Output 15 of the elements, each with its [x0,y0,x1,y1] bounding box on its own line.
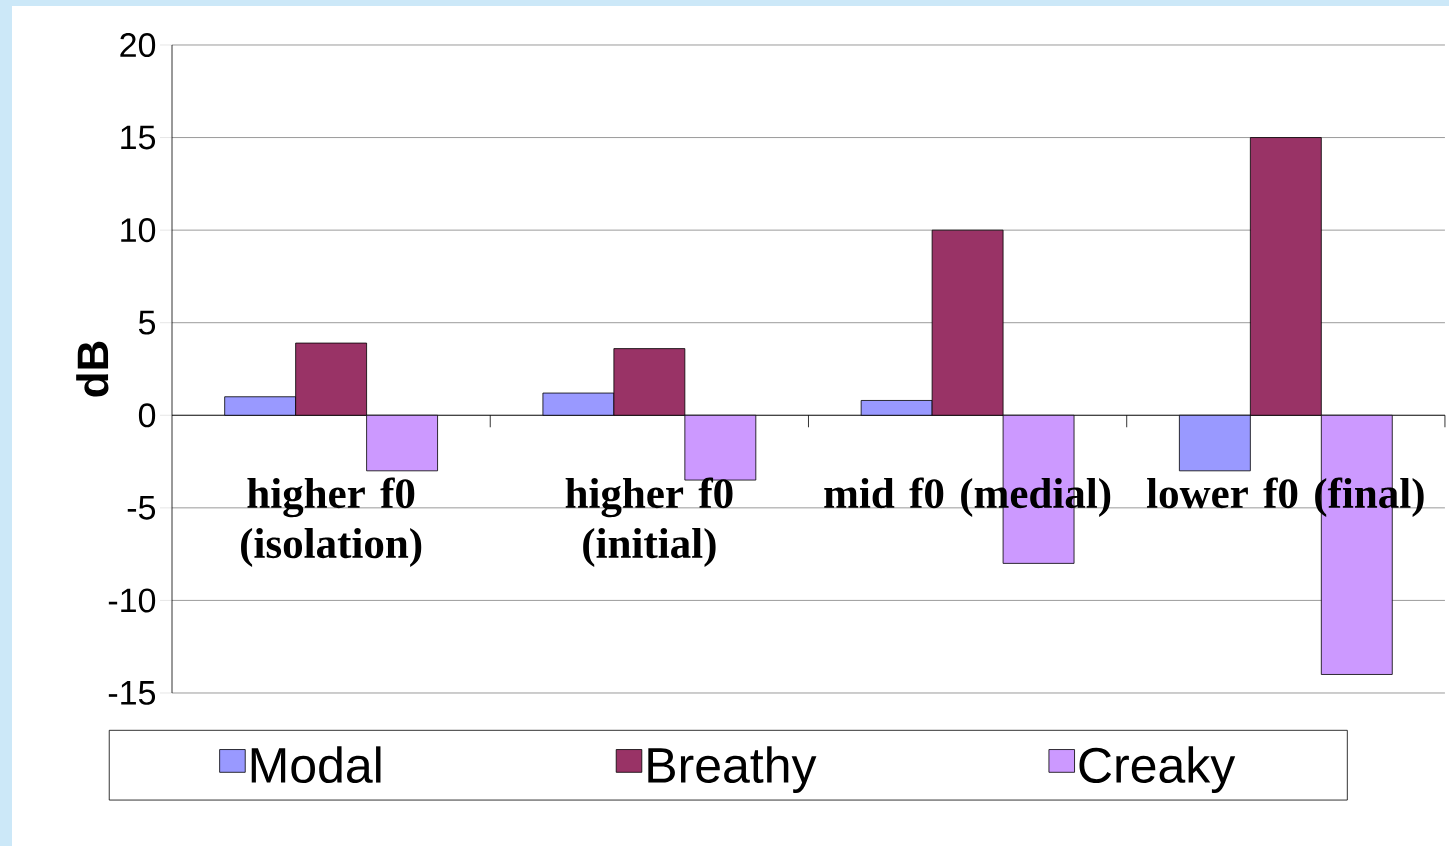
x-tick-label: higher f0 (initial) [565,477,733,567]
y-tick-label: -5 [127,495,156,520]
y-tick-label: -15 [108,681,156,705]
legend-label: Breathy [648,746,817,793]
y-tick-label: -10 [108,588,156,613]
y-tick-label: 20 [120,32,156,58]
y-tick-label: 10 [121,218,156,243]
x-tick-label: higher f0 (isolation) [241,477,422,567]
y-axis-title: dB [76,341,109,397]
y-tick-label: 15 [121,125,156,150]
y-tick-label: 5 [138,310,156,335]
legend-label: Modal [251,746,381,784]
y-tick-label: 0 [138,403,156,428]
x-tick-label: mid f0 (medial) [824,477,1111,517]
legend-label: Creaky [1079,746,1236,793]
